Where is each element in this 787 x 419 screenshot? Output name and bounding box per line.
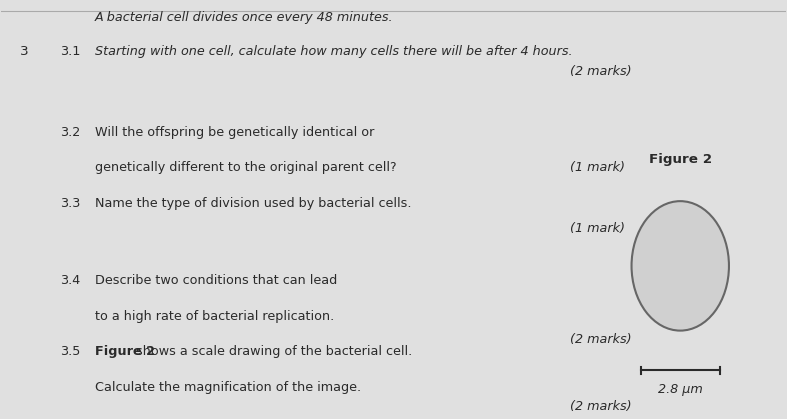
- Ellipse shape: [631, 201, 729, 331]
- Text: 2.8 μm: 2.8 μm: [658, 383, 703, 396]
- Text: Starting with one cell, calculate how many cells there will be after 4 hours.: Starting with one cell, calculate how ma…: [95, 44, 572, 57]
- Text: Describe two conditions that can lead: Describe two conditions that can lead: [95, 274, 337, 287]
- Text: to a high rate of bacterial replication.: to a high rate of bacterial replication.: [95, 310, 334, 323]
- Text: Will the offspring be genetically identical or: Will the offspring be genetically identi…: [95, 126, 375, 139]
- Text: A bacterial cell divides once every 48 minutes.: A bacterial cell divides once every 48 m…: [95, 11, 394, 24]
- Text: (2 marks): (2 marks): [571, 65, 632, 78]
- Text: Figure 2: Figure 2: [648, 153, 711, 166]
- Text: (2 marks): (2 marks): [571, 399, 632, 413]
- Text: Calculate the magnification of the image.: Calculate the magnification of the image…: [95, 381, 361, 394]
- Text: (2 marks): (2 marks): [571, 333, 632, 346]
- Text: 3.1: 3.1: [60, 44, 80, 57]
- Text: (1 mark): (1 mark): [571, 161, 625, 174]
- Text: 3.5: 3.5: [60, 345, 80, 358]
- Text: Name the type of division used by bacterial cells.: Name the type of division used by bacter…: [95, 197, 412, 210]
- Text: 3.3: 3.3: [60, 197, 80, 210]
- Text: 3.4: 3.4: [60, 274, 79, 287]
- Text: (1 mark): (1 mark): [571, 222, 625, 235]
- Text: Figure 2: Figure 2: [95, 345, 160, 358]
- Text: shows a scale drawing of the bacterial cell.: shows a scale drawing of the bacterial c…: [136, 345, 412, 358]
- Text: 3.2: 3.2: [60, 126, 79, 139]
- Text: genetically different to the original parent cell?: genetically different to the original pa…: [95, 161, 397, 174]
- Text: 3: 3: [20, 44, 29, 57]
